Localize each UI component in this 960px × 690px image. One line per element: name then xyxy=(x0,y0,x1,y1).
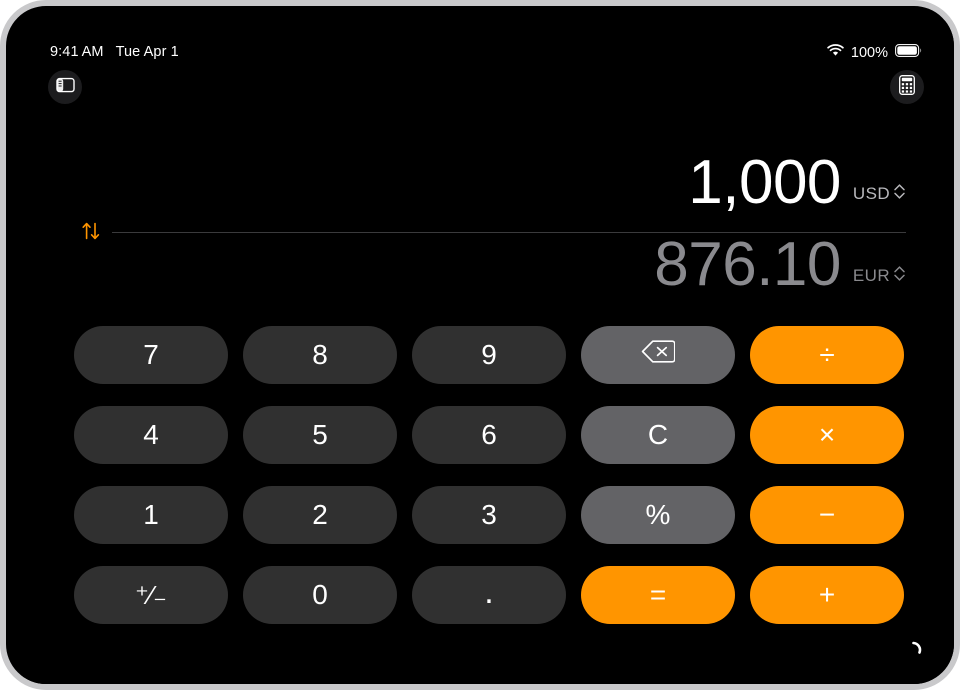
status-bar-right: 100% xyxy=(827,44,922,61)
key-divide[interactable]: ÷ xyxy=(750,326,904,384)
key-minus-label: − xyxy=(818,499,836,530)
key-0-label: 0 xyxy=(312,579,328,610)
key-8-label: 8 xyxy=(312,339,328,370)
key-2-label: 2 xyxy=(312,499,328,530)
conversion-display: 1,000 USD xyxy=(12,148,954,314)
key-1-label: 1 xyxy=(143,499,159,530)
key-backspace[interactable] xyxy=(581,326,735,384)
wifi-icon xyxy=(827,44,844,61)
swap-arrows-icon xyxy=(80,220,102,247)
keypad: 7 8 9 ÷ 4 5 6 C × 1 2 3% − ⁺⁄₋ 0. = + xyxy=(74,326,906,624)
key-divide-label: ÷ xyxy=(819,339,835,370)
key-minus[interactable]: − xyxy=(750,486,904,544)
key-0[interactable]: 0 xyxy=(243,566,397,624)
key-8[interactable]: 8 xyxy=(243,326,397,384)
key-4[interactable]: 4 xyxy=(74,406,228,464)
key-1[interactable]: 1 xyxy=(74,486,228,544)
key-4-label: 4 xyxy=(143,419,159,450)
currency-selector-top[interactable]: USD xyxy=(853,182,906,206)
currency-code-top: USD xyxy=(852,184,890,203)
status-date: Tue Apr 1 xyxy=(115,44,179,60)
pointer-arc-cursor xyxy=(910,640,926,656)
chevron-up-down-icon xyxy=(893,264,906,288)
key-equals-label: = xyxy=(649,579,667,610)
display-divider xyxy=(12,222,954,239)
key-clear[interactable]: C xyxy=(581,406,735,464)
backspace-icon xyxy=(641,339,676,371)
key-multiply[interactable]: × xyxy=(750,406,904,464)
key-6-label: 6 xyxy=(481,419,497,450)
calculator-icon xyxy=(899,74,915,100)
key-clear-label: C xyxy=(647,419,669,450)
key-9-label: 9 xyxy=(481,339,497,370)
conversion-row-bottom[interactable]: 876.10 EUR xyxy=(12,230,954,314)
screen: 9:41 AM Tue Apr 1 100% xyxy=(12,12,954,684)
key-7[interactable]: 7 xyxy=(74,326,228,384)
sidebar-toggle-icon xyxy=(55,77,75,98)
divider-line xyxy=(112,232,906,233)
key-7-label: 7 xyxy=(143,339,159,370)
battery-percent-label: 100% xyxy=(850,44,888,61)
currency-code-bottom: EUR xyxy=(852,266,890,285)
chevron-up-down-icon xyxy=(893,182,906,206)
calculator-mode-button[interactable] xyxy=(890,70,924,104)
amount-value-top: 1,000 xyxy=(688,148,841,217)
key-5-label: 5 xyxy=(312,419,328,450)
key-sign-toggle[interactable]: ⁺⁄₋ xyxy=(74,566,228,624)
status-bar-left: 9:41 AM Tue Apr 1 xyxy=(50,44,179,60)
key-3-label: 3 xyxy=(481,499,497,530)
sidebar-toggle-button[interactable] xyxy=(48,70,82,104)
battery-icon xyxy=(895,44,922,61)
currency-selector-bottom[interactable]: EUR xyxy=(853,264,906,288)
key-9[interactable]: 9 xyxy=(412,326,566,384)
key-equals[interactable]: = xyxy=(581,566,735,624)
key-sign-toggle-label: ⁺⁄₋ xyxy=(135,579,167,610)
key-plus-label: + xyxy=(818,579,836,610)
swap-currencies-button[interactable] xyxy=(74,216,108,250)
status-bar: 9:41 AM Tue Apr 1 100% xyxy=(12,44,954,66)
key-multiply-label: × xyxy=(818,419,836,450)
status-time: 9:41 AM xyxy=(50,44,104,60)
key-decimal[interactable]: . xyxy=(412,566,566,624)
key-2[interactable]: 2 xyxy=(243,486,397,544)
amount-value-bottom: 876.10 xyxy=(654,230,841,299)
key-5[interactable]: 5 xyxy=(243,406,397,464)
key-percent-label: % xyxy=(645,499,671,530)
conversion-row-top[interactable]: 1,000 USD xyxy=(12,148,954,232)
key-percent[interactable]: % xyxy=(581,486,735,544)
key-3[interactable]: 3 xyxy=(412,486,566,544)
key-6[interactable]: 6 xyxy=(412,406,566,464)
key-plus[interactable]: + xyxy=(750,566,904,624)
